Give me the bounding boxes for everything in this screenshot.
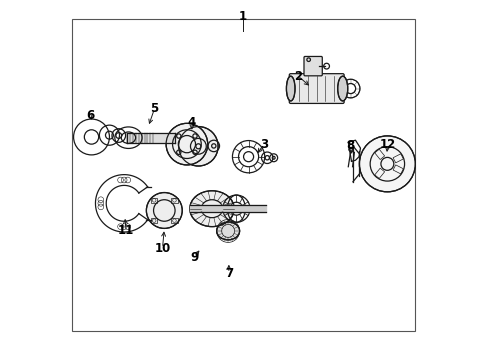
Bar [151,198,157,203]
Text: 9: 9 [190,251,198,264]
Bar [171,198,178,203]
Circle shape [166,123,208,165]
Ellipse shape [190,191,234,226]
Bar [393,165,403,174]
Text: 7: 7 [225,267,233,280]
FancyBboxPatch shape [304,57,322,76]
Text: 4: 4 [188,116,196,129]
Text: 1: 1 [239,10,247,23]
Ellipse shape [287,76,295,101]
Text: 3: 3 [260,138,268,150]
Bar [151,218,157,223]
Text: 5: 5 [150,102,159,115]
Text: 6: 6 [86,109,94,122]
Circle shape [179,127,218,166]
Ellipse shape [217,222,240,240]
Circle shape [359,136,416,192]
Bar [375,149,385,159]
Text: 11: 11 [118,224,134,237]
Text: 8: 8 [346,139,354,152]
Bar [171,218,178,223]
Bar [375,168,385,179]
Text: 10: 10 [154,242,171,255]
Text: 2: 2 [294,69,302,82]
Ellipse shape [338,76,348,101]
Text: 12: 12 [380,138,396,150]
FancyBboxPatch shape [289,74,344,103]
Bar [72,19,416,330]
Circle shape [147,193,182,228]
Bar [393,154,403,163]
